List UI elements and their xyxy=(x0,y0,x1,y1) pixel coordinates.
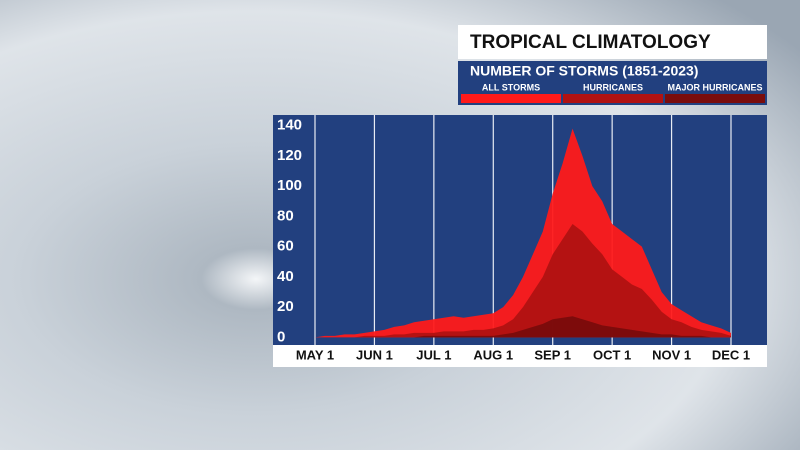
x-tick-label: MAY 1 xyxy=(296,347,334,362)
y-tick-label: 60 xyxy=(277,238,294,255)
legend-swatch xyxy=(461,94,561,103)
y-tick-label: 20 xyxy=(277,298,294,315)
legend-label: HURRICANES xyxy=(583,82,643,92)
y-tick-label: 100 xyxy=(277,177,302,194)
area xyxy=(315,223,731,338)
legend-label: MAJOR HURRICANES xyxy=(667,82,762,92)
x-tick-label: SEP 1 xyxy=(534,347,571,362)
x-tick-label: DEC 1 xyxy=(712,347,750,362)
legend-swatch xyxy=(563,94,663,103)
chart-subtitle: NUMBER OF STORMS (1851-2023) xyxy=(470,63,698,79)
y-tick-label: 80 xyxy=(277,207,294,224)
x-axis-strip xyxy=(273,345,767,367)
x-tick-label: JUL 1 xyxy=(416,347,451,362)
areas xyxy=(315,128,731,338)
y-tick-label: 40 xyxy=(277,268,294,285)
area xyxy=(315,316,731,338)
y-tick-label: 120 xyxy=(277,147,302,164)
chart-title: TROPICAL CLIMATOLOGY xyxy=(470,32,711,53)
y-tick-label: 0 xyxy=(277,328,285,345)
x-tick-label: NOV 1 xyxy=(652,347,691,362)
legend-swatch xyxy=(665,94,765,103)
legend-label: ALL STORMS xyxy=(482,82,540,92)
x-tick-label: AUG 1 xyxy=(473,347,513,362)
labels: 0 20 40 60 80 100 120 140 MAY 1 JUN 1 JUL 1 AUG 1 SE… xyxy=(277,82,765,362)
x-tick-label: OCT 1 xyxy=(593,347,631,362)
title-box xyxy=(458,25,767,59)
y-tick-label: 140 xyxy=(277,117,302,134)
x-tick-label: JUN 1 xyxy=(356,347,393,362)
